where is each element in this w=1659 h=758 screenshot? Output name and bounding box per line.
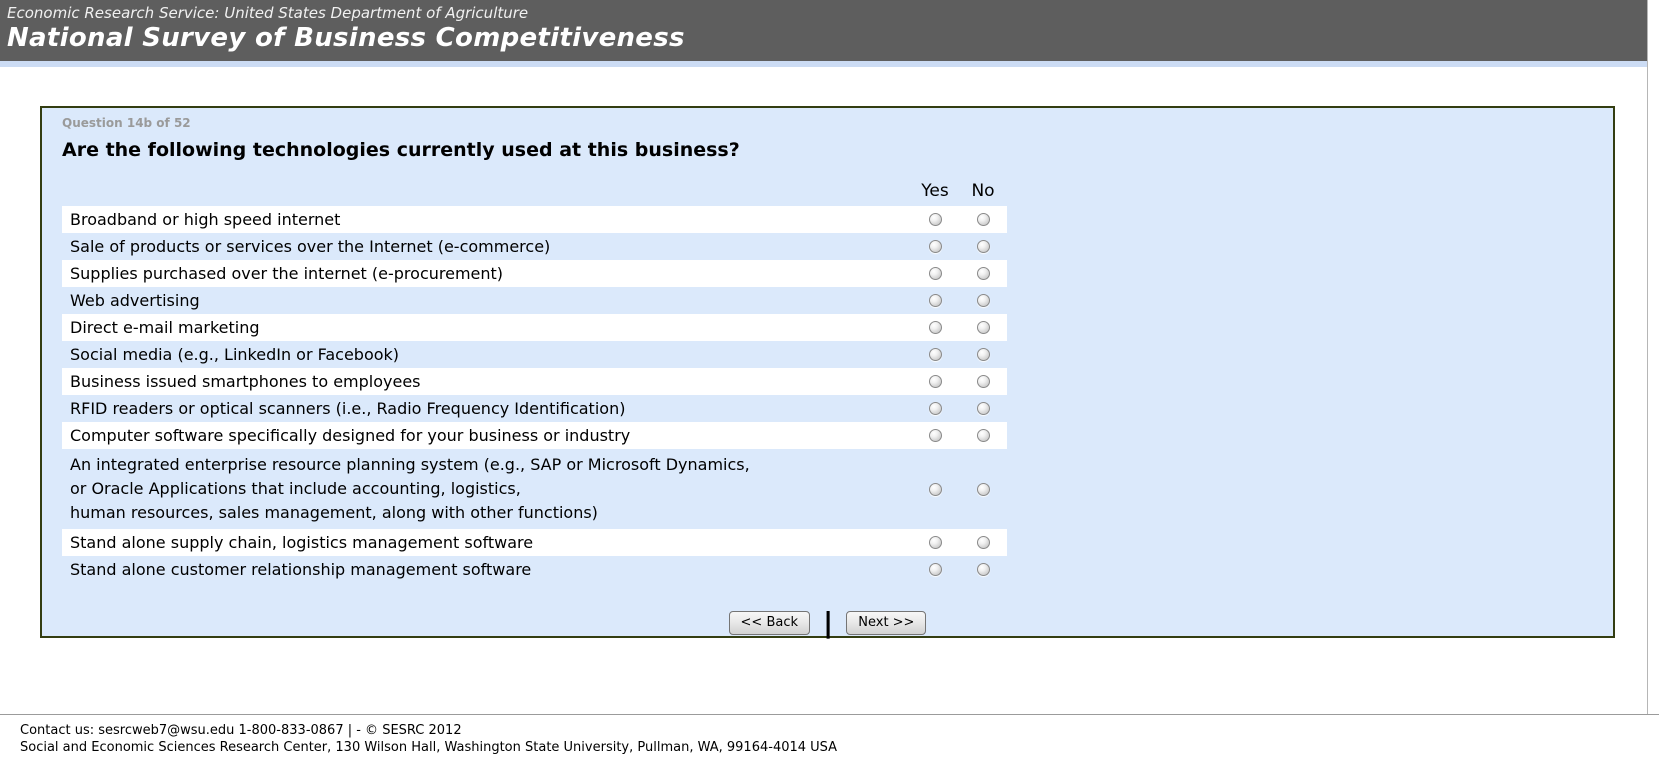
- radio-no[interactable]: [976, 563, 990, 576]
- radio-yes[interactable]: [928, 348, 942, 361]
- radio-cell-no: [959, 482, 1007, 496]
- table-row: Stand alone customer relationship manage…: [62, 556, 1007, 583]
- row-label: Business issued smartphones to employees: [70, 372, 421, 391]
- row-label: An integrated enterprise resource planni…: [70, 455, 750, 522]
- radio-cell-no: [959, 294, 1007, 307]
- radio-no[interactable]: [976, 536, 990, 549]
- radio-cell-yes: [911, 240, 959, 253]
- radio-cell-yes: [911, 536, 959, 549]
- table-row: An integrated enterprise resource planni…: [62, 449, 1007, 529]
- radio-yes[interactable]: [928, 402, 942, 415]
- footer: Contact us: sesrcweb7@wsu.edu 1-800-833-…: [0, 714, 1659, 756]
- survey-title: National Survey of Business Competitiven…: [7, 23, 685, 53]
- radio-cell-no: [959, 321, 1007, 334]
- radio-cell-yes: [911, 375, 959, 388]
- table-row: Supplies purchased over the internet (e-…: [62, 260, 1007, 287]
- radio-no[interactable]: [976, 348, 990, 361]
- app-header: Economic Research Service: United States…: [0, 0, 1659, 61]
- radio-yes[interactable]: [928, 294, 942, 307]
- radio-yes[interactable]: [928, 375, 942, 388]
- column-header-yes: Yes: [921, 181, 949, 201]
- row-label: Stand alone supply chain, logistics mana…: [70, 533, 534, 552]
- scrollbar-track[interactable]: [1647, 0, 1659, 714]
- radio-cell-no: [959, 267, 1007, 280]
- radio-no[interactable]: [976, 402, 990, 415]
- radio-cell-yes: [911, 213, 959, 226]
- row-label: Sale of products or services over the In…: [70, 237, 551, 256]
- table-row: Computer software specifically designed …: [62, 422, 1007, 449]
- navigation-buttons: << Back | Next >>: [42, 609, 1613, 637]
- radio-no[interactable]: [976, 375, 990, 388]
- radio-cell-yes: [911, 429, 959, 442]
- row-label: Web advertising: [70, 291, 200, 310]
- header-accent-strip: [0, 61, 1659, 67]
- table-row: RFID readers or optical scanners (i.e., …: [62, 395, 1007, 422]
- radio-no[interactable]: [976, 267, 990, 280]
- radio-cell-no: [959, 213, 1007, 226]
- radio-yes[interactable]: [928, 429, 942, 442]
- radio-cell-no: [959, 348, 1007, 361]
- question-title: Are the following technologies currently…: [62, 139, 740, 161]
- radio-yes[interactable]: [928, 563, 942, 576]
- radio-cell-no: [959, 563, 1007, 576]
- next-button[interactable]: Next >>: [846, 611, 927, 635]
- technology-table: Yes No Broadband or high speed internet S…: [62, 174, 1007, 583]
- row-label: Broadband or high speed internet: [70, 210, 341, 229]
- radio-yes[interactable]: [928, 240, 942, 253]
- radio-cell-yes: [911, 321, 959, 334]
- row-label: RFID readers or optical scanners (i.e., …: [70, 399, 626, 418]
- radio-yes[interactable]: [928, 321, 942, 334]
- agency-line: Economic Research Service: United States…: [7, 4, 529, 22]
- radio-no[interactable]: [976, 294, 990, 307]
- row-label: Supplies purchased over the internet (e-…: [70, 264, 504, 283]
- radio-yes[interactable]: [928, 482, 942, 496]
- radio-yes[interactable]: [928, 213, 942, 226]
- row-label: Stand alone customer relationship manage…: [70, 560, 532, 579]
- radio-cell-yes: [911, 348, 959, 361]
- table-row: Business issued smartphones to employees: [62, 368, 1007, 395]
- radio-cell-no: [959, 402, 1007, 415]
- radio-no[interactable]: [976, 482, 990, 496]
- column-header-no: No: [971, 181, 995, 201]
- radio-no[interactable]: [976, 213, 990, 226]
- question-panel: Question 14b of 52 Are the following tec…: [40, 106, 1615, 638]
- radio-no[interactable]: [976, 321, 990, 334]
- table-row: Sale of products or services over the In…: [62, 233, 1007, 260]
- button-separator: |: [823, 606, 834, 639]
- radio-cell-no: [959, 240, 1007, 253]
- radio-cell-yes: [911, 563, 959, 576]
- radio-cell-yes: [911, 267, 959, 280]
- radio-cell-yes: [911, 482, 959, 496]
- footer-contact-line: Contact us: sesrcweb7@wsu.edu 1-800-833-…: [20, 723, 462, 738]
- column-headers: Yes No: [62, 174, 1007, 206]
- question-progress: Question 14b of 52: [62, 116, 191, 130]
- table-row: Stand alone supply chain, logistics mana…: [62, 529, 1007, 556]
- radio-yes[interactable]: [928, 536, 942, 549]
- radio-cell-no: [959, 375, 1007, 388]
- radio-yes[interactable]: [928, 267, 942, 280]
- table-row: Direct e-mail marketing: [62, 314, 1007, 341]
- table-rows: Broadband or high speed internet Sale of …: [62, 206, 1007, 583]
- table-row: Social media (e.g., LinkedIn or Facebook…: [62, 341, 1007, 368]
- table-row: Web advertising: [62, 287, 1007, 314]
- radio-cell-yes: [911, 402, 959, 415]
- footer-address-line: Social and Economic Sciences Research Ce…: [20, 740, 838, 755]
- row-label: Computer software specifically designed …: [70, 426, 631, 445]
- table-row: Broadband or high speed internet: [62, 206, 1007, 233]
- radio-cell-no: [959, 536, 1007, 549]
- row-label: Social media (e.g., LinkedIn or Facebook…: [70, 345, 400, 364]
- row-label: Direct e-mail marketing: [70, 318, 260, 337]
- radio-no[interactable]: [976, 429, 990, 442]
- back-button[interactable]: << Back: [728, 611, 811, 635]
- radio-no[interactable]: [976, 240, 990, 253]
- radio-cell-no: [959, 429, 1007, 442]
- radio-cell-yes: [911, 294, 959, 307]
